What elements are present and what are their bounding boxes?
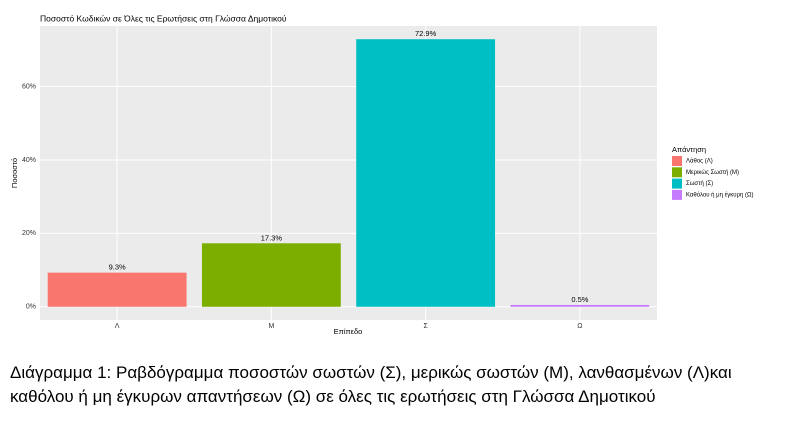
x-axis-label: Επίπεδο [334,327,363,336]
y-axis-label: Ποσοστό [10,158,19,188]
legend-swatch [672,178,682,189]
legend-label: Σωστή (Σ) [686,180,713,187]
legend-swatch [672,189,682,200]
x-tick-label: Ω [577,323,582,330]
y-tick-label: 0% [26,304,36,311]
value-label: 0.5% [571,295,588,304]
value-label: 17.3% [261,233,283,242]
panel [40,26,657,320]
bar [510,304,650,307]
x-tick-label: Λ [115,323,120,330]
legend-swatch [672,156,682,166]
y-tick-label: 20% [22,230,36,237]
value-label: 9.3% [109,263,126,272]
bar [356,39,496,307]
bar [201,243,341,307]
legend-label: Λάθος (Λ) [686,158,713,165]
bar [47,272,187,307]
value-label: 72.9% [415,29,437,38]
legend-label: Καθόλου ή μη έγκυρη (Ω) [686,191,753,198]
legend-swatch [672,167,682,178]
caption-line: καθόλου ή μη έγκυρων απαντήσεων (Ω) σε ό… [10,387,656,406]
x-tick-label: Σ [423,323,428,330]
x-tick-label: Μ [268,323,274,330]
y-tick-label: 40% [22,157,36,164]
y-tick-label: 60% [22,83,36,90]
legend-label: Μερικώς Σωστή (Μ) [686,169,739,176]
chart-title: Ποσοστό Κωδικών σε Όλες τις Ερωτήσεις στ… [40,13,287,23]
caption-line: Διάγραμμα 1: Ραβδόγραμμα ποσοστών σωστών… [10,363,732,382]
legend-title: Απάντηση [672,145,706,154]
